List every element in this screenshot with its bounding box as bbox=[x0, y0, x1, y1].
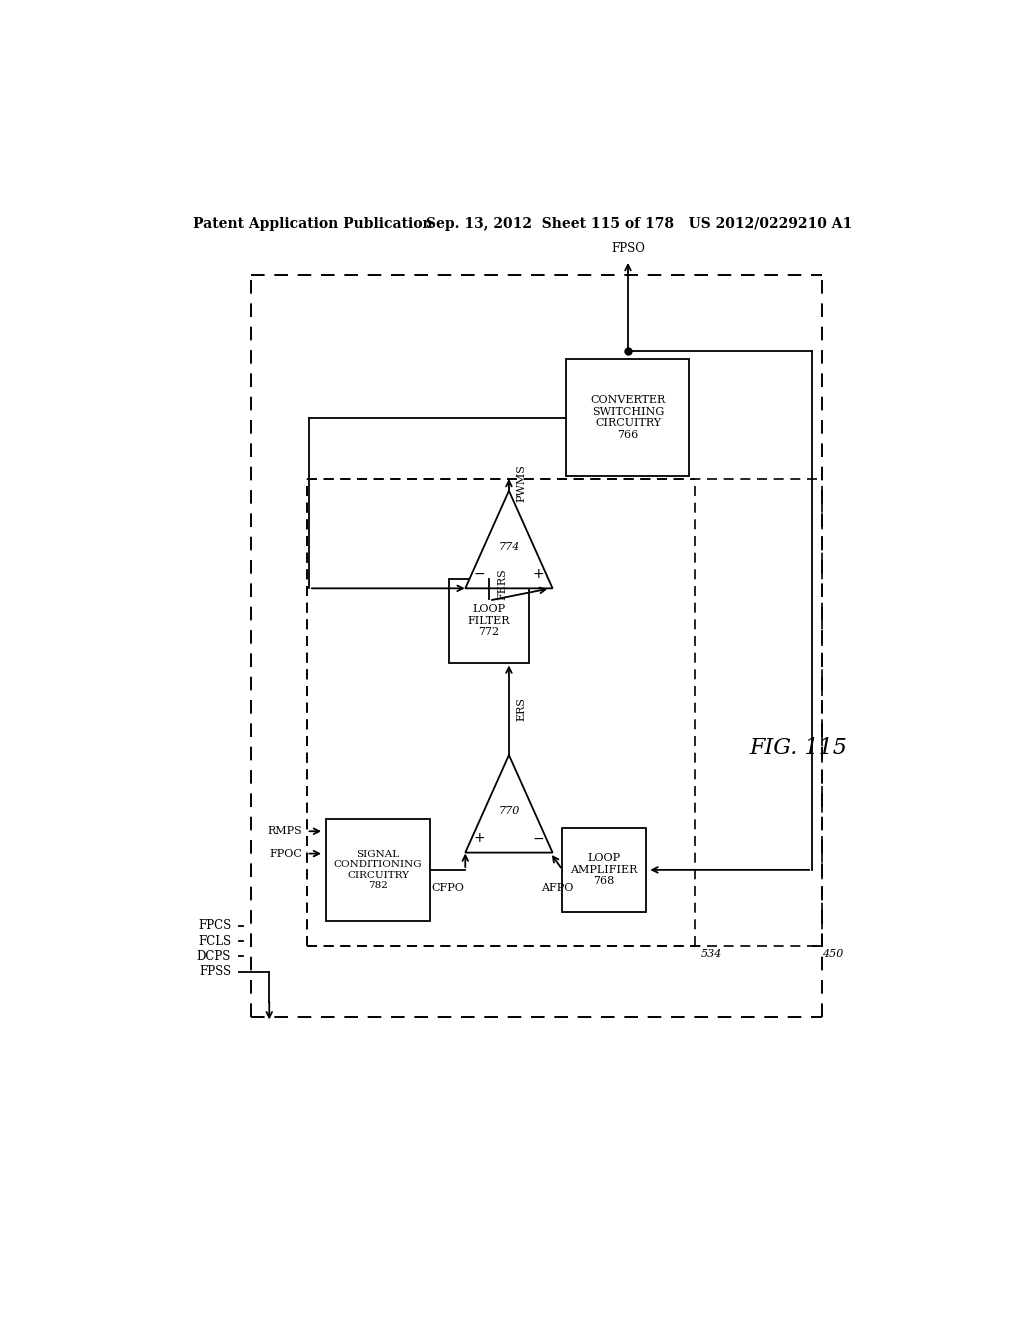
Text: FCLS: FCLS bbox=[198, 935, 231, 948]
Text: 770: 770 bbox=[499, 807, 519, 816]
Text: LOOP
FILTER
772: LOOP FILTER 772 bbox=[468, 605, 510, 638]
Text: +: + bbox=[473, 832, 485, 846]
Text: RMPS: RMPS bbox=[268, 826, 303, 837]
Text: Patent Application Publication: Patent Application Publication bbox=[194, 218, 433, 231]
Bar bbox=[450, 579, 528, 663]
Polygon shape bbox=[465, 491, 553, 589]
Text: FPSO: FPSO bbox=[611, 242, 645, 255]
Text: PWMS: PWMS bbox=[517, 465, 527, 503]
Polygon shape bbox=[465, 755, 553, 853]
Text: SIGNAL
CONDITIONING
CIRCUITRY
782: SIGNAL CONDITIONING CIRCUITRY 782 bbox=[334, 850, 422, 890]
Text: FERS: FERS bbox=[497, 568, 507, 599]
Bar bbox=[566, 359, 689, 477]
Text: AFPO: AFPO bbox=[542, 883, 573, 894]
Text: 450: 450 bbox=[822, 949, 844, 960]
Text: CONVERTER
SWITCHING
CIRCUITRY
766: CONVERTER SWITCHING CIRCUITRY 766 bbox=[591, 395, 666, 440]
Text: −: − bbox=[473, 568, 485, 581]
Text: FIG. 115: FIG. 115 bbox=[750, 737, 848, 759]
Text: CFPO: CFPO bbox=[431, 883, 464, 894]
Bar bbox=[327, 818, 430, 921]
Text: Sep. 13, 2012  Sheet 115 of 178   US 2012/0229210 A1: Sep. 13, 2012 Sheet 115 of 178 US 2012/0… bbox=[426, 218, 852, 231]
Text: 534: 534 bbox=[701, 949, 722, 960]
Text: FPOC: FPOC bbox=[269, 849, 303, 858]
Text: ERS: ERS bbox=[517, 697, 527, 721]
Bar bbox=[562, 828, 646, 912]
Text: +: + bbox=[532, 568, 545, 581]
Text: DCPS: DCPS bbox=[197, 950, 231, 962]
Text: −: − bbox=[532, 832, 545, 846]
Text: 774: 774 bbox=[499, 543, 519, 552]
Text: LOOP
AMPLIFIER
768: LOOP AMPLIFIER 768 bbox=[570, 853, 638, 887]
Text: FPCS: FPCS bbox=[198, 919, 231, 932]
Text: FPSS: FPSS bbox=[199, 965, 231, 978]
